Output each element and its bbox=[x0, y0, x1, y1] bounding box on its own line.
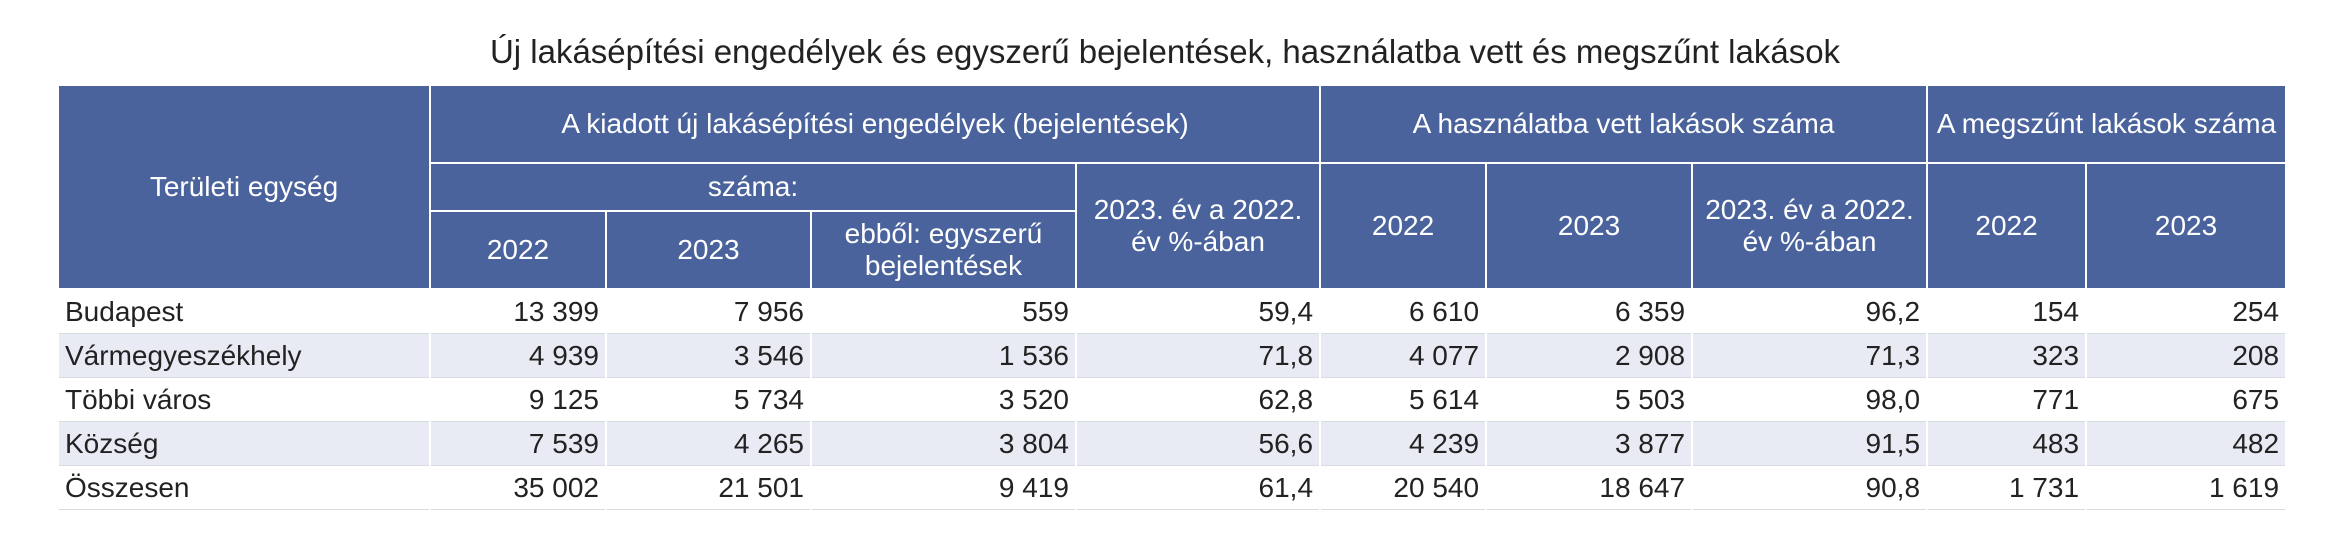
header-completed-2023: 2023 bbox=[1485, 162, 1694, 290]
row-label: Összesen bbox=[57, 465, 431, 510]
table-cell: 4 239 bbox=[1319, 421, 1488, 466]
header-demolished-2023: 2023 bbox=[2085, 162, 2288, 290]
table-cell: 9 125 bbox=[429, 377, 607, 422]
row-label: Község bbox=[57, 421, 431, 466]
table-row: Község 7 539 4 265 3 804 56,6 4 239 3 87… bbox=[57, 421, 2288, 466]
table-cell: 9 419 bbox=[810, 465, 1077, 510]
table-cell: 771 bbox=[1926, 377, 2088, 422]
table-row: Budapest 13 399 7 956 559 59,4 6 610 6 3… bbox=[57, 289, 2288, 334]
header-count-sub: száma: bbox=[429, 162, 1077, 212]
table-cell: 5 734 bbox=[605, 377, 812, 422]
table-cell: 7 539 bbox=[429, 421, 607, 466]
table-cell: 559 bbox=[810, 289, 1077, 334]
table-cell: 3 877 bbox=[1485, 421, 1694, 466]
table-cell: 323 bbox=[1926, 333, 2088, 378]
table-cell: 154 bbox=[1926, 289, 2088, 334]
table-cell: 98,0 bbox=[1691, 377, 1929, 422]
header-completed-2022: 2022 bbox=[1319, 162, 1488, 290]
table-cell: 3 520 bbox=[810, 377, 1077, 422]
table-cell: 35 002 bbox=[429, 465, 607, 510]
table-cell: 7 956 bbox=[605, 289, 812, 334]
header-permits-2022: 2022 bbox=[429, 210, 607, 290]
table-cell: 1 536 bbox=[810, 333, 1077, 378]
table-cell: 5 614 bbox=[1319, 377, 1488, 422]
table-title: Új lakásépítési engedélyek és egyszerű b… bbox=[489, 33, 1841, 70]
table-cell: 20 540 bbox=[1319, 465, 1488, 510]
table-cell: 6 359 bbox=[1485, 289, 1694, 334]
header-permits-pct: 2023. év a 2022. év %-ában bbox=[1074, 162, 1322, 290]
table-body: Budapest 13 399 7 956 559 59,4 6 610 6 3… bbox=[57, 289, 2288, 510]
table-cell: 91,5 bbox=[1691, 421, 1929, 466]
table-cell: 208 bbox=[2085, 333, 2288, 378]
table-cell: 4 265 bbox=[605, 421, 812, 466]
row-label: Budapest bbox=[57, 289, 431, 334]
table-cell: 4 077 bbox=[1319, 333, 1488, 378]
table-cell: 71,3 bbox=[1691, 333, 1929, 378]
table-cell: 62,8 bbox=[1074, 377, 1322, 422]
table-cell: 1 731 bbox=[1926, 465, 2088, 510]
statistics-table: Területi egység A kiadott új lakásépítés… bbox=[57, 84, 2288, 510]
header-demolished-group: A megszűnt lakások száma bbox=[1926, 84, 2288, 164]
table-cell: 254 bbox=[2085, 289, 2288, 334]
table-cell: 6 610 bbox=[1319, 289, 1488, 334]
table-cell: 675 bbox=[2085, 377, 2288, 422]
row-label: Vármegyeszékhely bbox=[57, 333, 431, 378]
table-row: Többi város 9 125 5 734 3 520 62,8 5 614… bbox=[57, 377, 2288, 422]
row-label: Többi város bbox=[57, 377, 431, 422]
table-cell: 3 546 bbox=[605, 333, 812, 378]
table-cell: 482 bbox=[2085, 421, 2288, 466]
table-cell: 61,4 bbox=[1074, 465, 1322, 510]
table-cell: 90,8 bbox=[1691, 465, 1929, 510]
header-permits-simple: ebből: egyszerű bejelentések bbox=[810, 210, 1077, 290]
table-cell: 4 939 bbox=[429, 333, 607, 378]
table-cell: 5 503 bbox=[1485, 377, 1694, 422]
header-completed-pct: 2023. év a 2022. év %-ában bbox=[1691, 162, 1929, 290]
table-row: Vármegyeszékhely 4 939 3 546 1 536 71,8 … bbox=[57, 333, 2288, 378]
table-cell: 56,6 bbox=[1074, 421, 1322, 466]
header-permits-group: A kiadott új lakásépítési engedélyek (be… bbox=[428, 84, 1322, 164]
header-completed-group: A használatba vett lakások száma bbox=[1319, 84, 1929, 164]
table-cell: 59,4 bbox=[1074, 289, 1322, 334]
table-header: Területi egység A kiadott új lakásépítés… bbox=[57, 84, 2288, 290]
header-demolished-2022: 2022 bbox=[1926, 162, 2088, 290]
table-cell: 483 bbox=[1926, 421, 2088, 466]
table-row-total: Összesen 35 002 21 501 9 419 61,4 20 540… bbox=[57, 465, 2288, 510]
table-cell: 71,8 bbox=[1074, 333, 1322, 378]
table-cell: 3 804 bbox=[810, 421, 1077, 466]
table-cell: 21 501 bbox=[605, 465, 812, 510]
table-cell: 96,2 bbox=[1691, 289, 1929, 334]
table-cell: 2 908 bbox=[1485, 333, 1694, 378]
table-cell: 18 647 bbox=[1485, 465, 1694, 510]
table-cell: 13 399 bbox=[429, 289, 607, 334]
header-region: Területi egység bbox=[57, 84, 431, 290]
table-cell: 1 619 bbox=[2085, 465, 2288, 510]
header-permits-2023: 2023 bbox=[605, 210, 812, 290]
